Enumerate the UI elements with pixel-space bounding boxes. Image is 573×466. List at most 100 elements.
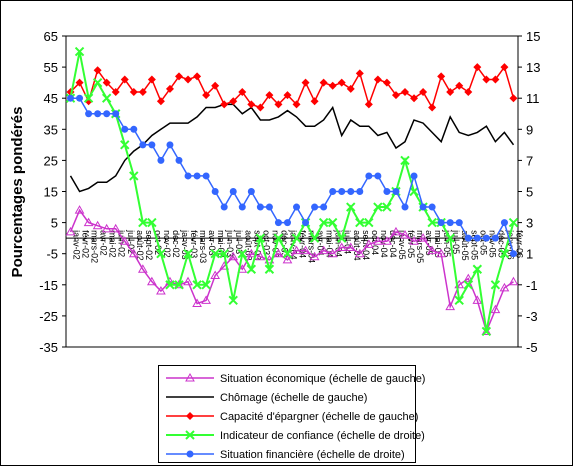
data-point [246, 248, 257, 258]
data-point [490, 280, 501, 290]
data-point [491, 234, 499, 242]
data-point [111, 87, 120, 96]
data-point [364, 100, 373, 109]
data-point [65, 226, 76, 236]
data-point [166, 141, 174, 149]
y-axis-title: Pourcentages pondérés [9, 107, 26, 278]
data-point [137, 264, 148, 273]
data-point [301, 78, 310, 87]
data-point [373, 236, 383, 245]
data-point [500, 219, 508, 227]
data-point [383, 188, 391, 195]
data-point [174, 280, 184, 290]
data-point [318, 217, 329, 228]
legend-label: Situation économique (échelle de gauche) [220, 373, 425, 385]
data-point [419, 87, 428, 96]
y2-tick-label: 11 [526, 91, 540, 106]
data-point [445, 233, 455, 243]
data-point [228, 251, 239, 261]
x-tick-label: avr-04 [316, 230, 326, 256]
data-point [454, 295, 464, 306]
y-tick-label: 15 [44, 185, 58, 200]
data-point [329, 188, 337, 195]
data-point [120, 140, 130, 150]
data-point [102, 78, 111, 87]
data-point [455, 219, 463, 227]
data-point [499, 248, 510, 259]
data-point [363, 239, 374, 248]
data-point [472, 295, 483, 304]
x-tick-label: févr-04 [298, 230, 308, 258]
data-point [112, 110, 120, 118]
data-point [355, 217, 365, 228]
data-point [129, 87, 138, 96]
legend [158, 365, 416, 463]
data-point [364, 217, 374, 228]
data-point [437, 72, 446, 81]
data-point [320, 203, 328, 211]
y-tick-label: 45 [44, 91, 58, 106]
data-point [237, 248, 247, 259]
data-point [481, 326, 492, 337]
data-point [336, 242, 347, 251]
data-point [356, 188, 364, 195]
data-point [247, 100, 256, 109]
x-tick-label: mai-04 [325, 230, 335, 258]
x-tick-label: mai-03 [216, 230, 226, 258]
data-point [74, 46, 85, 57]
x-tick-label: août-02 [135, 230, 145, 261]
x-tick-label: juil-03 [234, 229, 244, 254]
data-point [283, 219, 291, 227]
data-point [92, 77, 103, 88]
data-point [500, 63, 509, 72]
y2-tick-label: -1 [526, 278, 538, 293]
data-point [283, 91, 292, 100]
data-point [328, 81, 337, 90]
data-point [410, 94, 419, 103]
data-point [210, 270, 221, 279]
data-point [229, 97, 238, 106]
data-point [219, 248, 229, 259]
y2-tick-label: 9 [526, 122, 533, 137]
data-point [119, 236, 130, 245]
data-point [94, 110, 102, 118]
data-point [148, 141, 156, 149]
x-tick-label: juil-05 [451, 229, 461, 254]
data-point [101, 93, 112, 103]
data-point [83, 217, 94, 227]
data-point [309, 233, 320, 243]
data-point [120, 75, 129, 84]
data-point [446, 219, 454, 227]
data-point [85, 110, 93, 118]
data-point [193, 72, 202, 81]
data-point [508, 217, 519, 228]
data-point [293, 203, 301, 211]
data-point [409, 186, 419, 197]
data-point [346, 202, 356, 212]
data-point [508, 276, 519, 286]
data-point [482, 234, 490, 242]
x-tick-label: févr-02 [81, 230, 91, 258]
data-point [436, 248, 447, 258]
data-point [192, 298, 202, 307]
x-tick-label: juin-03 [225, 229, 235, 257]
x-tick-label: mars-03 [198, 230, 208, 263]
x-tick-label: avr-02 [99, 230, 109, 256]
x-tick-label: oct-05 [478, 230, 488, 255]
y2-tick-label: 5 [526, 185, 533, 200]
data-point [428, 203, 436, 211]
data-point [337, 233, 347, 243]
data-point [455, 81, 464, 90]
data-point [67, 94, 75, 102]
x-tick-label: juil-02 [126, 229, 136, 254]
data-point [437, 219, 445, 227]
data-point [346, 84, 355, 93]
data-point [265, 203, 273, 211]
data-point [300, 245, 311, 255]
data-point [311, 203, 319, 211]
data-point [256, 203, 264, 211]
data-point [365, 172, 373, 180]
data-point [175, 72, 183, 81]
data-point [373, 202, 383, 212]
data-point [255, 233, 266, 243]
